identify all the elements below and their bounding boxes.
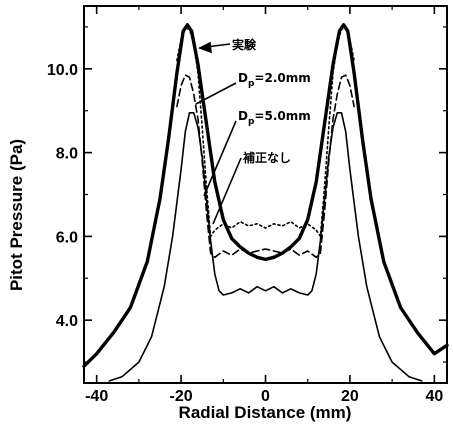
x-tick-label: 0 bbox=[261, 388, 270, 405]
pointer-dp5 bbox=[203, 120, 237, 197]
x-tick-label: -20 bbox=[170, 388, 193, 405]
plot-frame bbox=[83, 5, 448, 384]
annotation-jikken: 実験 bbox=[232, 37, 257, 52]
annotation-dp5: Dp=5.0mm bbox=[238, 109, 311, 127]
pointer-hosei bbox=[212, 157, 242, 225]
y-tick-label: 4.0 bbox=[56, 313, 78, 330]
x-tick-label: 20 bbox=[341, 388, 359, 405]
y-tick-label: 10.0 bbox=[47, 62, 78, 79]
annotation-hosei: 補正なし bbox=[242, 150, 291, 165]
x-axis-title: Radial Distance (mm) bbox=[179, 403, 352, 422]
annotation-dp2: Dp=2.0mm bbox=[238, 71, 311, 89]
series-line-2 bbox=[176, 28, 355, 238]
x-axis-ticks: -40 -20 0 20 40 bbox=[85, 6, 443, 405]
series-line-3 bbox=[176, 74, 355, 259]
plot-border bbox=[83, 5, 448, 384]
y-tick-label: 6.0 bbox=[56, 229, 78, 246]
x-tick-label: 40 bbox=[425, 388, 443, 405]
annotation-pointers bbox=[195, 41, 242, 225]
y-axis-title: Pitot Pressure (Pa) bbox=[7, 139, 26, 291]
pointer-dp2 bbox=[195, 82, 237, 105]
series-line-1 bbox=[82, 23, 449, 368]
pointer-jikken-arrowhead bbox=[197, 41, 212, 54]
series-layer bbox=[82, 23, 449, 382]
y-tick-label: 8.0 bbox=[56, 146, 78, 163]
series-line-4 bbox=[108, 112, 423, 382]
x-tick-label: -40 bbox=[85, 388, 108, 405]
y-axis-ticks: 4.0 6.0 8.0 10.0 bbox=[47, 26, 447, 363]
